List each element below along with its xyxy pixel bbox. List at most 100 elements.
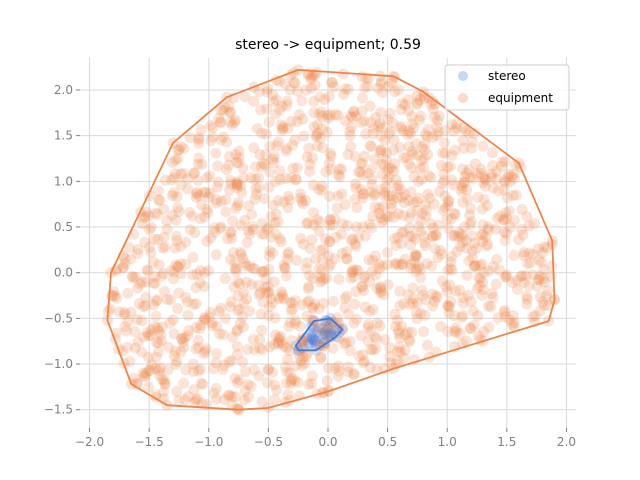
scatter-point-equipment [329, 253, 341, 265]
scatter-point-equipment [165, 294, 177, 306]
scatter-point-equipment [175, 179, 187, 191]
scatter-point-stereo [319, 328, 331, 340]
scatter-point-equipment [420, 204, 432, 216]
scatter-point-equipment [333, 163, 345, 175]
scatter-point-equipment [404, 239, 416, 251]
scatter-point-equipment [408, 197, 420, 209]
scatter-point-equipment [248, 344, 260, 356]
scatter-point-equipment [492, 312, 504, 324]
scatter-point-equipment [188, 168, 200, 180]
scatter-point-equipment [211, 181, 223, 193]
scatter-point-equipment [238, 172, 250, 184]
scatter-point-equipment [154, 362, 166, 374]
scatter-point-equipment [231, 324, 243, 336]
scatter-point-equipment [452, 230, 464, 242]
scatter-point-equipment [278, 293, 290, 305]
scatter-point-equipment [317, 297, 329, 309]
scatter-point-equipment [243, 305, 255, 317]
scatter-point-equipment [200, 343, 212, 355]
scatter-point-equipment [486, 288, 498, 300]
scatter-point-equipment [120, 325, 132, 337]
scatter-point-equipment [259, 193, 271, 205]
scatter-point-equipment [350, 182, 362, 194]
scatter-point-equipment [457, 196, 469, 208]
scatter-point-equipment [357, 157, 369, 169]
scatter-point-equipment [356, 105, 368, 117]
scatter-point-equipment [477, 229, 489, 241]
scatter-point-equipment [187, 358, 199, 370]
scatter-point-equipment [340, 336, 352, 348]
scatter-point-equipment [410, 266, 422, 278]
scatter-point-equipment [254, 287, 266, 299]
scatter-point-equipment [445, 256, 457, 268]
scatter-point-equipment [226, 331, 238, 343]
scatter-point-equipment [450, 326, 462, 338]
scatter-point-equipment [486, 168, 498, 180]
scatter-point-equipment [164, 317, 176, 329]
scatter-point-equipment [170, 214, 182, 226]
scatter-point-equipment [341, 246, 353, 258]
scatter-point-equipment [108, 286, 120, 298]
scatter-point-equipment [413, 261, 425, 273]
scatter-point-equipment [389, 258, 401, 270]
scatter-point-equipment [239, 394, 251, 406]
scatter-point-equipment [274, 165, 286, 177]
scatter-point-equipment [235, 246, 247, 258]
scatter-point-equipment [251, 188, 263, 200]
scatter-point-equipment [243, 391, 255, 403]
scatter-point-equipment [344, 130, 356, 142]
scatter-point-equipment [478, 266, 490, 278]
scatter-point-equipment [390, 174, 402, 186]
scatter-point-stereo [309, 335, 321, 347]
scatter-point-equipment [169, 345, 181, 357]
scatter-point-equipment [367, 255, 379, 267]
scatter-point-equipment [250, 183, 262, 195]
scatter-point-equipment [429, 243, 441, 255]
scatter-point-equipment [276, 100, 288, 112]
scatter-point-equipment [191, 268, 203, 280]
scatter-point-equipment [499, 156, 511, 168]
scatter-point-equipment [388, 144, 400, 156]
scatter-point-equipment [324, 147, 336, 159]
scatter-point-equipment [407, 293, 419, 305]
scatter-point-equipment [189, 227, 201, 239]
scatter-point-equipment [178, 377, 190, 389]
scatter-point-equipment [261, 223, 273, 235]
scatter-point-equipment [383, 128, 395, 140]
scatter-point-equipment [177, 336, 189, 348]
scatter-point-equipment [380, 153, 392, 165]
scatter-point-equipment [406, 230, 418, 242]
scatter-point-equipment [507, 310, 519, 322]
legend: stereo equipment [444, 64, 570, 111]
scatter-point-equipment [445, 296, 457, 308]
scatter-point-equipment [402, 326, 414, 338]
scatter-point-equipment [355, 116, 367, 128]
scatter-point-equipment [179, 394, 191, 406]
scatter-point-equipment [451, 246, 463, 258]
scatter-point-equipment [507, 189, 519, 201]
scatter-point-equipment [393, 328, 405, 340]
scatter-point-equipment [119, 252, 131, 264]
scatter-point-equipment [183, 324, 195, 336]
scatter-point-equipment [192, 393, 204, 405]
scatter-point-equipment [267, 297, 279, 309]
scatter-point-equipment [231, 178, 243, 190]
scatter-point-equipment [170, 230, 182, 242]
scatter-point-equipment [220, 194, 232, 206]
scatter-point-equipment [212, 176, 224, 188]
scatter-point-equipment [307, 302, 319, 314]
scatter-point-equipment [150, 351, 162, 363]
scatter-point-equipment [477, 276, 489, 288]
scatter-point-equipment [279, 361, 291, 373]
scatter-point-equipment [457, 309, 469, 321]
scatter-point-equipment [324, 214, 336, 226]
scatter-point-equipment [124, 355, 136, 367]
scatter-point-equipment [337, 68, 349, 80]
scatter-point-equipment [388, 134, 400, 146]
scatter-point-equipment [225, 116, 237, 128]
scatter-point-equipment [341, 253, 353, 265]
scatter-point-equipment [345, 121, 357, 133]
scatter-point-equipment [313, 108, 325, 120]
scatter-point-equipment [224, 301, 236, 313]
scatter-point-equipment [306, 234, 318, 246]
